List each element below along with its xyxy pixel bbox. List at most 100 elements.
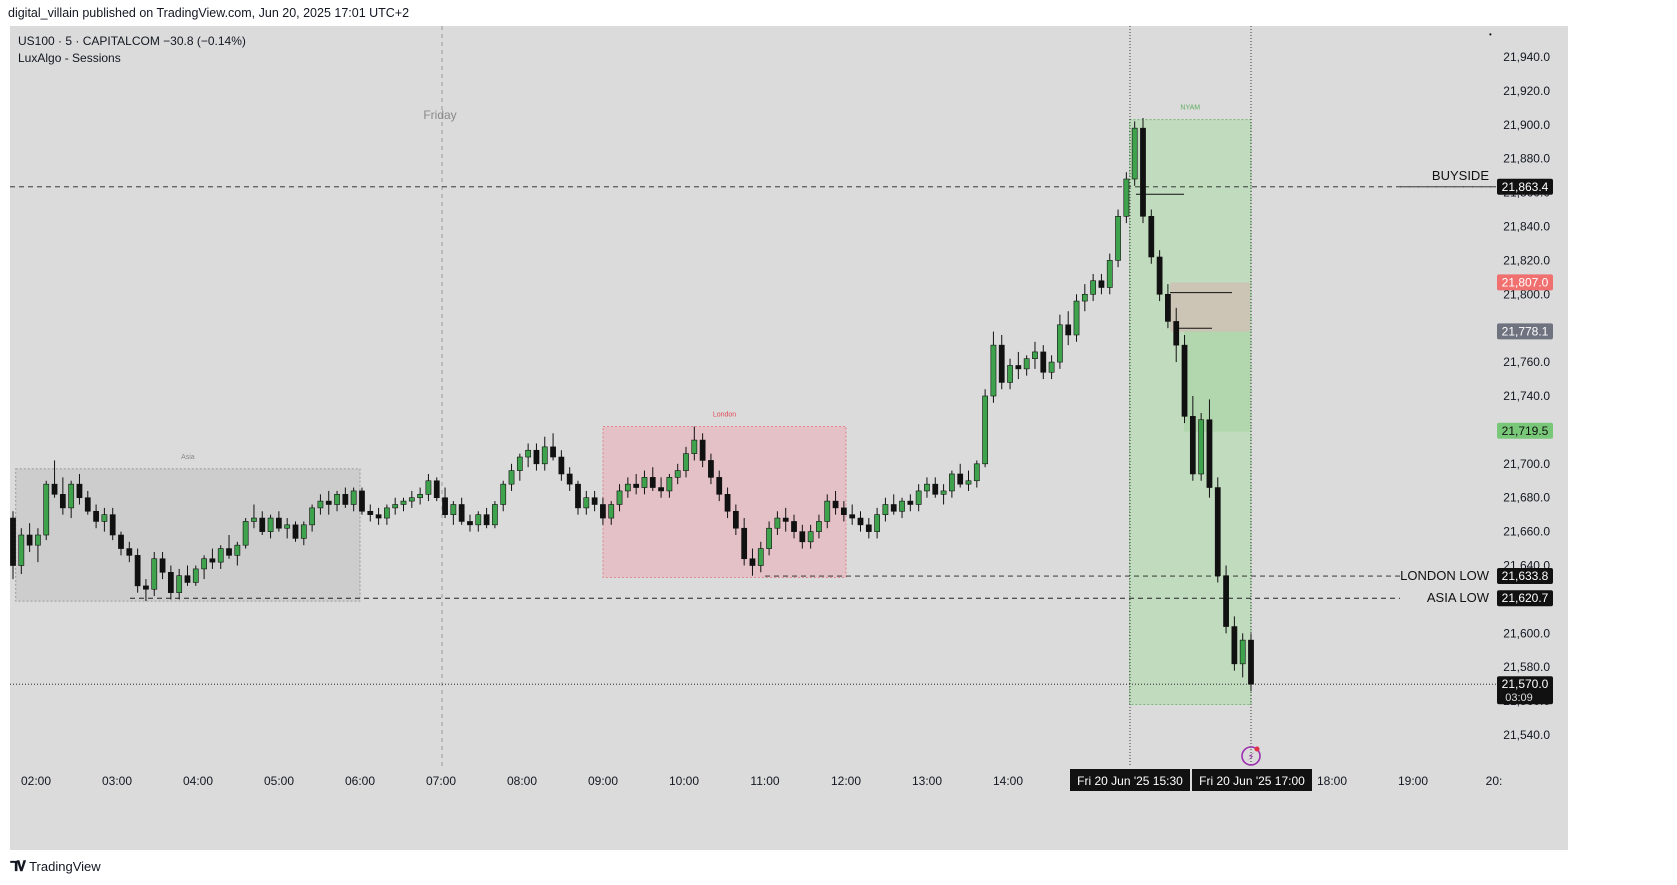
candle[interactable] xyxy=(1123,178,1130,217)
candle[interactable] xyxy=(143,585,149,590)
candle[interactable] xyxy=(791,521,797,532)
candle[interactable] xyxy=(51,483,58,495)
candle[interactable] xyxy=(159,558,166,573)
candle[interactable] xyxy=(1198,419,1205,475)
candle[interactable] xyxy=(508,470,515,485)
candle[interactable] xyxy=(184,575,191,583)
candle[interactable] xyxy=(600,504,606,519)
candle[interactable] xyxy=(516,456,523,471)
candle[interactable] xyxy=(724,494,731,512)
candle[interactable] xyxy=(433,480,440,499)
candle[interactable] xyxy=(674,470,681,478)
alert-lightning-icon[interactable] xyxy=(1241,746,1261,766)
candle[interactable] xyxy=(359,490,365,512)
candle[interactable] xyxy=(1156,256,1163,295)
candle[interactable] xyxy=(242,521,249,546)
candle[interactable] xyxy=(334,494,340,505)
candle[interactable] xyxy=(1248,639,1254,685)
candle[interactable] xyxy=(899,500,905,512)
tradingview-logo[interactable]: ⅂𝐕 TradingView xyxy=(10,858,101,875)
candle[interactable] xyxy=(932,483,939,495)
candle[interactable] xyxy=(708,460,714,478)
candle[interactable] xyxy=(583,497,590,509)
candle[interactable] xyxy=(658,487,664,492)
candle[interactable] xyxy=(824,500,831,522)
stop-zone[interactable] xyxy=(1170,282,1250,332)
symbol-line[interactable]: US100 · 5 · CAPITALCOM −30.8 (−0.14%) xyxy=(18,34,246,48)
candle[interactable] xyxy=(101,514,108,522)
candle[interactable] xyxy=(716,477,723,495)
candle[interactable] xyxy=(857,517,864,526)
candle[interactable] xyxy=(550,446,556,458)
candle[interactable] xyxy=(342,494,349,505)
candle[interactable] xyxy=(35,534,41,546)
candle[interactable] xyxy=(292,524,299,539)
candle[interactable] xyxy=(799,531,806,543)
candle[interactable] xyxy=(1115,216,1121,261)
candle[interactable] xyxy=(666,477,673,492)
candle[interactable] xyxy=(982,395,988,465)
candle[interactable] xyxy=(492,504,498,526)
candle[interactable] xyxy=(641,477,648,488)
candle[interactable] xyxy=(93,510,99,522)
candle[interactable] xyxy=(392,504,399,509)
candle[interactable] xyxy=(500,483,507,505)
candle[interactable] xyxy=(126,548,133,556)
candle[interactable] xyxy=(209,558,216,563)
candle[interactable] xyxy=(1065,324,1072,336)
candle[interactable] xyxy=(882,504,889,515)
candle[interactable] xyxy=(774,517,781,529)
candle[interactable] xyxy=(417,494,424,499)
candle[interactable] xyxy=(251,517,257,522)
session-box-london[interactable] xyxy=(602,426,847,578)
candle[interactable] xyxy=(201,558,207,570)
candle[interactable] xyxy=(566,473,573,485)
price-axis[interactable] xyxy=(1496,26,1568,794)
candle[interactable] xyxy=(26,534,33,546)
candle[interactable] xyxy=(691,439,698,454)
candle[interactable] xyxy=(1106,260,1113,288)
candle[interactable] xyxy=(1098,280,1105,288)
candle[interactable] xyxy=(907,500,914,505)
candle[interactable] xyxy=(998,344,1005,383)
candle[interactable] xyxy=(84,497,91,512)
candle[interactable] xyxy=(990,344,997,397)
candle[interactable] xyxy=(458,504,465,522)
candle[interactable] xyxy=(591,497,598,505)
candle[interactable] xyxy=(192,568,199,583)
candle[interactable] xyxy=(259,517,266,532)
candle[interactable] xyxy=(367,510,374,515)
candle[interactable] xyxy=(541,446,548,465)
candle[interactable] xyxy=(832,500,839,509)
candle[interactable] xyxy=(176,575,183,593)
candle[interactable] xyxy=(68,483,75,509)
candle[interactable] xyxy=(608,504,615,519)
candle[interactable] xyxy=(226,548,232,556)
candle[interactable] xyxy=(940,490,947,495)
candle[interactable] xyxy=(317,500,324,509)
candle[interactable] xyxy=(1040,351,1047,373)
candle[interactable] xyxy=(1231,626,1238,665)
candle[interactable] xyxy=(18,534,25,566)
candle[interactable] xyxy=(43,483,50,536)
candle[interactable] xyxy=(1007,365,1013,383)
candle[interactable] xyxy=(1081,293,1088,302)
candle[interactable] xyxy=(757,548,764,566)
candle[interactable] xyxy=(915,490,922,505)
candle[interactable] xyxy=(276,517,282,529)
candle[interactable] xyxy=(840,507,847,515)
candle[interactable] xyxy=(649,477,656,488)
candle[interactable] xyxy=(475,514,482,526)
candle[interactable] xyxy=(741,527,748,560)
candle[interactable] xyxy=(118,534,124,549)
candle[interactable] xyxy=(167,572,174,593)
candle[interactable] xyxy=(1131,127,1138,180)
candle[interactable] xyxy=(1057,324,1063,363)
candle[interactable] xyxy=(782,517,789,522)
candle[interactable] xyxy=(467,521,473,526)
candle[interactable] xyxy=(325,500,332,505)
candle[interactable] xyxy=(134,555,141,587)
candle[interactable] xyxy=(400,500,407,505)
candle[interactable] xyxy=(616,490,623,505)
